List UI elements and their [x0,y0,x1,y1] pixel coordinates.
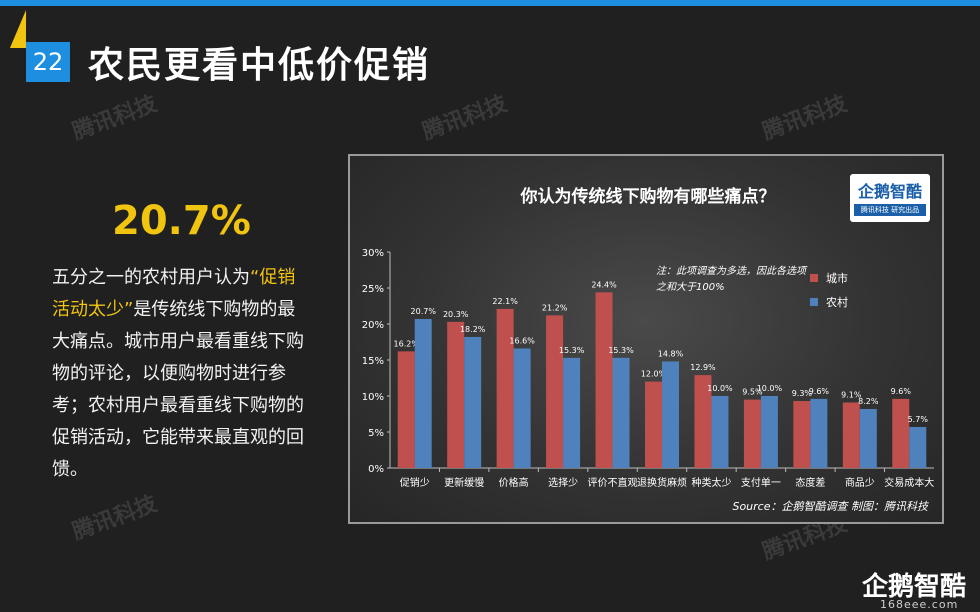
data-label: 16.2% [394,339,420,348]
data-label: 9.6% [891,387,912,396]
bar-city [397,351,415,468]
bar-rural [909,426,927,468]
desc-part: 是传统线下购物的最大痛点。城市用户最看重线下购物的评论，以便购物时进行参考；农村… [52,299,304,480]
data-label: 15.3% [559,346,585,355]
bar-rural [513,348,531,468]
data-label: 10.0% [707,384,733,393]
data-label: 20.7% [411,307,437,316]
data-label: 10.0% [757,384,783,393]
bar-rural [859,408,877,468]
bar-city [595,292,613,468]
slide-number: 22 [26,42,70,82]
y-tick-label: 10% [362,392,384,403]
data-label: 24.4% [591,280,617,289]
watermark: 腾讯科技 [419,91,511,146]
big-stat: 20.7% [112,198,251,244]
bar-city [842,402,860,468]
bar-rural [612,357,630,468]
bar-city [645,381,662,468]
logo-sub-text: 腾讯科技 研究出品 [854,204,926,216]
bar-rural [711,396,729,468]
bar-city [743,399,761,468]
bar-rural [563,357,581,468]
y-tick-label: 15% [362,356,384,367]
y-tick-label: 25% [362,284,384,295]
bar-chart-plot: 0% 5% 10% 15% 20% 25% 30% 促销少 16.2% 20.7% 更新缓慢 20.3… [362,248,935,489]
x-tick-label: 退换货麻烦 [637,476,687,489]
logo-main-text: 企鹅智酷 [857,182,922,201]
legend-label-rural: 农村 [826,296,848,309]
desc-part: 五分之一的农村用户认为 [52,267,250,288]
slide-title: 农民更看中低价促销 [88,45,431,86]
data-label: 18.2% [460,325,486,334]
bar-city [546,315,564,468]
bar-rural [810,398,828,468]
legend-swatch-city [810,274,818,282]
data-label: 20.3% [443,310,469,319]
data-label: 14.8% [658,349,684,358]
chart-note: 注：此项调查为多选，因此各选项之和大于100% [656,266,806,293]
data-label: 9.5% [742,388,763,397]
corner-logo: 企鹅智酷 [862,572,967,602]
x-tick-label: 商品少 [845,476,875,489]
x-tick-label: 评价不直观 [588,476,638,489]
watermark: 腾讯科技 [69,91,161,146]
data-label: 21.2% [542,303,568,312]
y-tick-label: 5% [368,428,384,439]
bar-city [496,308,514,468]
data-label: 9.1% [841,390,862,399]
top-accent-bar [0,0,980,6]
chart-panel: 你认为传统线下购物有哪些痛点？ 企鹅智酷 腾讯科技 研究出品 注：此项调查为多选… [348,154,944,524]
legend-item-city: 城市 [810,266,848,290]
bar-rural [662,361,679,468]
x-tick-label: 态度差 [795,476,825,489]
data-label: 15.3% [608,346,634,355]
bar-rural [464,336,482,468]
data-label: 9.6% [809,387,830,396]
legend-item-rural: 农村 [810,290,848,314]
legend-label-city: 城市 [826,272,848,285]
watermark: 腾讯科技 [759,91,851,146]
y-tick-label: 30% [362,248,384,259]
watermark: 腾讯科技 [69,491,161,546]
data-label: 5.7% [908,415,929,424]
chart-legend: 城市 农村 [810,266,848,314]
x-tick-label: 支付单一 [741,476,781,489]
data-label: 12.9% [690,363,716,372]
data-label: 16.6% [509,336,535,345]
x-tick-label: 种类太少 [691,476,731,489]
chart-source: Source：企鹅智酷调查 制图：腾讯科技 [732,500,928,513]
bar-city [694,375,712,468]
x-tick-label: 选择少 [548,476,578,489]
bar-rural [414,318,432,468]
corner-site-text: 168eee.com [880,598,959,611]
desc-highlight: “促销活动太少” [52,267,296,320]
x-tick-label: 更新缓慢 [444,476,484,489]
y-tick-label: 20% [362,320,384,331]
description-text: 五分之一的农村用户认为“促销活动太少”是传统线下购物的最大痛点。城市用户最看重线… [52,262,312,486]
x-tick-label: 价格高 [499,476,529,489]
bar-city [892,398,910,468]
data-label: 9.3% [792,389,813,398]
x-tick-label: 交易成本大 [884,476,934,489]
y-tick-label: 0% [368,464,384,475]
brand-logo: 企鹅智酷 腾讯科技 研究出品 [850,174,930,222]
chart-title: 你认为传统线下购物有哪些痛点？ [520,187,776,207]
data-label: 8.2% [858,397,879,406]
bar-city [447,321,465,468]
data-label: 12.0% [641,370,667,379]
legend-swatch-rural [810,298,818,306]
x-tick-label: 促销少 [400,476,430,489]
bar-rural [760,396,778,468]
data-label: 22.1% [492,297,518,306]
bar-city [793,401,811,468]
